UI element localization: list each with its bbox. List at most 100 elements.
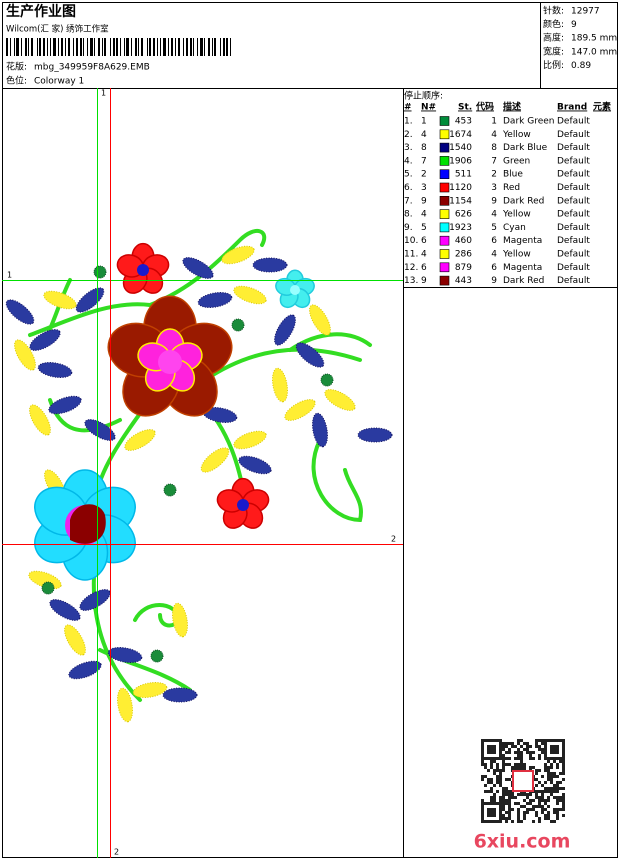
qr-cell (502, 766, 505, 769)
qr-cell (493, 757, 496, 760)
qr-cell (490, 787, 493, 790)
bar (149, 38, 151, 56)
qr-cell (541, 751, 544, 754)
color-swatch (439, 129, 450, 140)
qr-cell (502, 748, 505, 751)
bar (120, 38, 121, 56)
studio: Wilcom(汇 家) 绣饰工作室 (6, 24, 109, 35)
qr-cell (481, 814, 484, 817)
qr-cell (487, 778, 490, 781)
qr-cell (562, 769, 565, 772)
code: 6 (491, 263, 497, 273)
qr-cell (562, 793, 565, 796)
qr-cell (502, 769, 505, 772)
qr-cell (517, 814, 520, 817)
qr-cell (517, 763, 520, 766)
row-index: 11. (404, 250, 418, 260)
qr-cell (556, 751, 559, 754)
code: 4 (491, 130, 497, 140)
qr-cell (547, 757, 550, 760)
bar (50, 38, 51, 56)
column-header: # (404, 103, 412, 113)
color-swatch (439, 209, 450, 219)
info-value: 189.5 mm (571, 34, 617, 44)
qr-cell (556, 784, 559, 787)
color-swatch (439, 169, 450, 179)
qr-cell (490, 814, 493, 817)
qr-cell (490, 799, 493, 802)
qr-cell (556, 799, 559, 802)
embroidery-preview (5, 229, 393, 723)
qr-cell (487, 814, 490, 817)
qr-cell (538, 745, 541, 748)
qr-cell (493, 772, 496, 775)
qr-cell (544, 766, 547, 769)
leaf (5, 299, 35, 325)
leaf (79, 589, 111, 611)
qr-cell (544, 799, 547, 802)
bar (183, 38, 184, 56)
row-index: 1. (404, 117, 413, 127)
qr-cell (505, 787, 508, 790)
leaf (312, 412, 328, 448)
info-label: 高度: (543, 32, 564, 44)
qr-cell (484, 802, 487, 805)
qr-cell (547, 775, 550, 778)
qr-cell (553, 790, 556, 793)
qr-cell (562, 760, 565, 763)
needle: 1 (421, 117, 427, 127)
needle: 9 (421, 196, 427, 206)
qr-cell (541, 808, 544, 811)
stitches: 1674 (449, 130, 472, 140)
leaf (238, 455, 272, 475)
qr-cell (544, 817, 547, 820)
qr-cell (508, 757, 511, 760)
qr-cell (514, 763, 517, 766)
qr-cell (550, 778, 553, 781)
qr-cell (481, 751, 484, 754)
leaf (221, 245, 255, 265)
qr-cell (511, 820, 514, 823)
qr-cell (562, 805, 565, 808)
leaf (124, 429, 156, 451)
qr-cell (544, 754, 547, 757)
bar (124, 38, 125, 56)
qr-cell (517, 811, 520, 814)
qr-cell (508, 796, 511, 799)
description: Red (503, 183, 520, 193)
barcode (6, 38, 231, 56)
qr-cell (514, 766, 517, 769)
qr-cell (541, 790, 544, 793)
qr-cell (556, 781, 559, 784)
qr-cell (514, 745, 517, 748)
qr-cell (505, 745, 508, 748)
qr-stamp (512, 770, 534, 792)
qr-cell (547, 739, 550, 742)
qr-cell (550, 739, 553, 742)
colorway: Colorway 1 (34, 77, 84, 87)
vine (148, 229, 267, 307)
qr-cell (538, 790, 541, 793)
qr-cell (559, 808, 562, 811)
qr-cell (520, 805, 523, 808)
guide-marker: 1 (7, 271, 12, 280)
qr-cell (484, 790, 487, 793)
qr-cell (523, 766, 526, 769)
qr-cell (493, 820, 496, 823)
qr-cell (502, 817, 505, 820)
qr-cell (517, 748, 520, 751)
code: 1 (491, 117, 497, 127)
bar (87, 38, 88, 56)
leaf (233, 285, 267, 305)
row-index: 13. (404, 276, 418, 286)
qr-cell (559, 772, 562, 775)
qr-cell (487, 769, 490, 772)
qr-cell (544, 751, 547, 754)
qr-cell (505, 802, 508, 805)
qr-cell (505, 763, 508, 766)
qr-cell (508, 751, 511, 754)
brand: Default (557, 156, 590, 166)
description: Yellow (502, 250, 531, 260)
brand: Default (557, 143, 590, 153)
qr-cell (514, 802, 517, 805)
